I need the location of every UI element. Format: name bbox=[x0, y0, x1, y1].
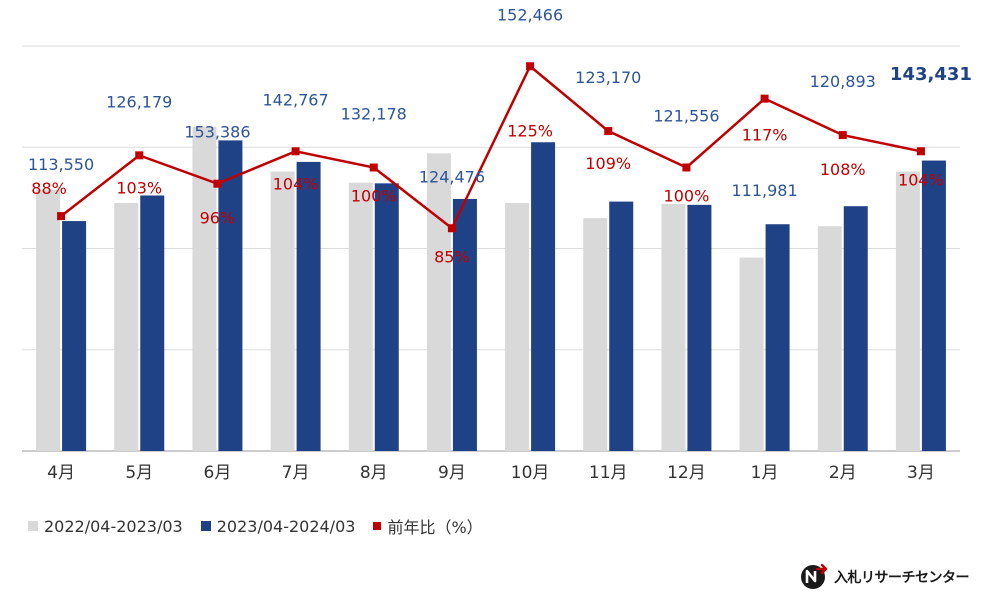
ratio-marker bbox=[369, 163, 378, 172]
ratio-line bbox=[60, 64, 922, 231]
data-label-ratio: 104% bbox=[273, 174, 319, 193]
bar-prev-year bbox=[505, 202, 530, 451]
data-label-current: 111,981 bbox=[731, 181, 797, 200]
data-label-ratio: 88% bbox=[31, 179, 67, 198]
bar-prev-year bbox=[426, 153, 451, 451]
gridlines bbox=[22, 45, 960, 452]
bar-prev-year bbox=[817, 226, 842, 451]
data-label-current: 126,179 bbox=[106, 92, 172, 111]
x-tick-label: 5月 bbox=[125, 463, 153, 483]
bar-current-year bbox=[452, 198, 477, 451]
ratio-marker bbox=[57, 212, 66, 221]
data-label-ratio: 104% bbox=[898, 170, 944, 189]
bar-prev-year bbox=[739, 257, 764, 451]
x-axis-labels: 4月 5月 6月 7月 8月 9月 10月 11月 12月 1月 2月 3月 bbox=[47, 463, 935, 483]
data-label-current: 142,767 bbox=[262, 90, 328, 109]
data-label-ratio: 100% bbox=[664, 187, 710, 206]
data-label-ratio: 108% bbox=[820, 160, 866, 179]
ratio-line-group bbox=[57, 62, 925, 233]
bar-current-year bbox=[843, 206, 868, 451]
legend-item-current: 2023/04-2024/03 bbox=[200, 516, 356, 536]
data-label-ratio: 109% bbox=[585, 154, 631, 173]
bar-prev-year bbox=[895, 171, 920, 452]
data-label-current: 120,893 bbox=[810, 72, 876, 91]
legend-item-prev: 2022/04-2023/03 bbox=[28, 517, 183, 536]
bar-prev-year bbox=[348, 182, 373, 451]
bar-current-year bbox=[921, 160, 946, 451]
x-tick-label: 4月 bbox=[47, 463, 75, 483]
data-label-current: 152,466 bbox=[497, 5, 563, 24]
bar-prev-year bbox=[583, 218, 608, 451]
data-label-ratio: 125% bbox=[507, 121, 553, 140]
x-tick-label: 10月 bbox=[511, 463, 550, 483]
data-label-ratio: 117% bbox=[742, 126, 788, 145]
bar-prev-year bbox=[114, 202, 139, 451]
data-label-ratio: 103% bbox=[116, 178, 162, 197]
x-tick-label: 7月 bbox=[282, 463, 310, 483]
data-label-current: 124,476 bbox=[419, 167, 485, 186]
x-tick-label: 3月 bbox=[907, 463, 935, 483]
data-label-current: 143,431 bbox=[890, 64, 972, 85]
x-tick-label: 8月 bbox=[360, 463, 388, 483]
legend-label-ratio: 前年比（%） bbox=[387, 518, 483, 537]
nyusatsu-logo-icon bbox=[800, 563, 828, 591]
legend: 2022/04-2023/03 2023/04-2024/03 前年比（%） bbox=[28, 514, 501, 538]
data-label-current: 123,170 bbox=[575, 68, 641, 87]
data-label-ratio: 96% bbox=[200, 209, 236, 228]
ratio-marker bbox=[213, 179, 222, 188]
ratio-marker bbox=[760, 94, 769, 103]
x-tick-label: 1月 bbox=[751, 463, 779, 483]
ratio-marker bbox=[447, 224, 456, 233]
bar-current-year bbox=[296, 161, 321, 451]
bar-current-year bbox=[374, 183, 399, 452]
data-label-current: 153,386 bbox=[184, 123, 250, 142]
bar-current-year bbox=[140, 195, 165, 451]
x-tick-label: 11月 bbox=[589, 463, 628, 483]
brand-name: 入札リサーチセンター bbox=[834, 570, 970, 586]
data-label-current: 132,178 bbox=[341, 105, 407, 124]
legend-label-prev: 2022/04-2023/03 bbox=[44, 516, 183, 536]
ratio-marker bbox=[291, 147, 300, 156]
data-label-group: 113,550 88% 126,179 103% 153,386 96% 142,767 10… bbox=[28, 5, 972, 266]
ratio-marker bbox=[135, 151, 144, 160]
data-label-ratio: 85% bbox=[434, 247, 470, 266]
bar-prev-year bbox=[36, 189, 61, 451]
legend-swatch-ratio bbox=[373, 522, 382, 530]
legend-swatch-prev bbox=[28, 521, 38, 531]
ratio-marker bbox=[604, 127, 613, 136]
data-label-ratio: 100% bbox=[351, 187, 397, 206]
bar-current-year bbox=[218, 140, 243, 451]
bar-current-year bbox=[62, 221, 87, 451]
legend-item-ratio: 前年比（%） bbox=[373, 514, 483, 538]
bar-current-year bbox=[531, 142, 556, 451]
bar-prev-year bbox=[661, 203, 686, 451]
data-label-current: 113,550 bbox=[28, 155, 94, 174]
brand: 入札リサーチセンター bbox=[800, 563, 970, 591]
ratio-marker bbox=[838, 131, 847, 140]
bar-current-year bbox=[687, 204, 712, 451]
legend-label-current: 2023/04-2024/03 bbox=[216, 516, 356, 536]
x-tick-label: 2月 bbox=[829, 463, 857, 483]
x-tick-label: 6月 bbox=[204, 463, 232, 483]
bar-current-year bbox=[609, 201, 634, 451]
ratio-marker bbox=[916, 147, 925, 156]
bar-prev-year bbox=[270, 171, 295, 452]
data-label-current: 121,556 bbox=[653, 107, 719, 126]
x-tick-label: 9月 bbox=[438, 463, 466, 483]
ratio-marker bbox=[526, 62, 535, 71]
legend-swatch-current bbox=[200, 521, 211, 531]
bar-current-year bbox=[765, 224, 790, 451]
bar-group bbox=[36, 127, 946, 452]
x-tick-label: 12月 bbox=[667, 463, 706, 483]
ratio-marker bbox=[682, 163, 691, 172]
